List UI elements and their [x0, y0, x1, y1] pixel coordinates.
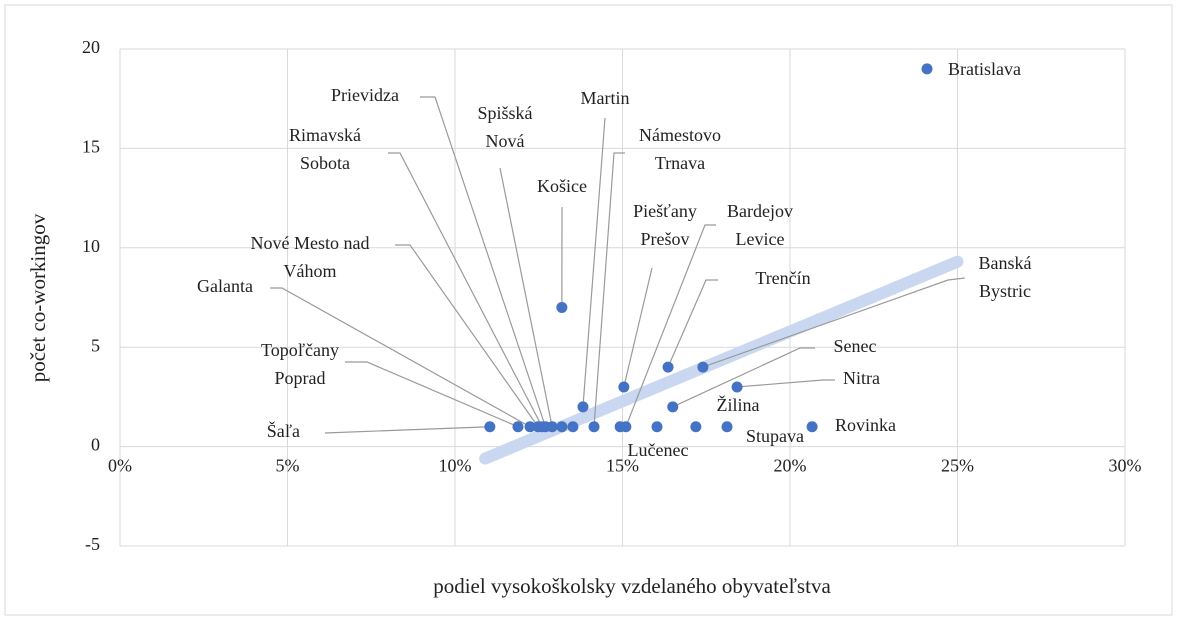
y-tick-label: 15: [82, 137, 100, 157]
data-label: Trenčín: [755, 268, 810, 288]
point: [667, 401, 679, 413]
leader-line: [672, 347, 815, 408]
leader-line: [625, 224, 716, 427]
data-label: Námestovo: [639, 125, 721, 145]
x-tick-label: 5%: [276, 456, 300, 476]
data-label: Rimavská: [289, 125, 361, 145]
data-label: Bardejov: [727, 201, 793, 221]
data-label: Martin: [581, 88, 630, 108]
chart-frame: [4, 4, 1173, 616]
data-label: Trnava: [655, 153, 705, 173]
x-tick-label: 10%: [439, 456, 472, 476]
y-tick-label: 5: [91, 335, 100, 355]
x-tick-label: 0%: [108, 456, 132, 476]
y-tick-label: 10: [82, 236, 100, 256]
data-label: Žilina: [717, 394, 760, 415]
point: [697, 361, 709, 373]
leader-line: [388, 152, 543, 427]
y-axis-title: počet co-workingov: [26, 213, 50, 382]
x-tick-label: 30%: [1109, 456, 1142, 476]
point: [546, 421, 558, 433]
y-tick-label: 0: [91, 435, 100, 455]
data-label: Prešov: [641, 229, 690, 249]
data-label: Nitra: [843, 368, 880, 388]
x-axis-title: podiel vysokoškolsky vzdelaného obyvateľ…: [433, 574, 831, 598]
y-tick-label: 20: [82, 37, 100, 57]
point: [556, 301, 568, 313]
leader-line: [420, 96, 547, 427]
point: [588, 421, 600, 433]
leader-line: [270, 287, 531, 428]
data-label: Šaľa: [267, 420, 300, 441]
data-label: Galanta: [197, 276, 253, 296]
point: [556, 421, 568, 433]
point: [614, 421, 626, 433]
data-label: Banská: [979, 253, 1032, 273]
leader-line: [667, 279, 718, 368]
leader-line: [593, 152, 625, 427]
data-label: Prievidza: [331, 85, 399, 105]
data-label: Rovinka: [835, 415, 896, 435]
point: [921, 63, 933, 75]
leader-line: [345, 361, 519, 428]
y-tick-label: -5: [85, 534, 100, 554]
point: [651, 421, 663, 433]
data-label: Nové Mesto nad: [251, 233, 370, 253]
leader-line: [499, 167, 553, 427]
point: [577, 401, 589, 413]
leader-line: [324, 426, 490, 434]
data-label: Levice: [736, 229, 785, 249]
x-tick-label: 25%: [941, 456, 974, 476]
data-label: Senec: [834, 336, 877, 356]
point: [618, 381, 630, 393]
data-label: Bratislava: [948, 59, 1021, 79]
point: [662, 361, 674, 373]
data-label: Nová: [486, 131, 525, 151]
leader-line: [737, 379, 835, 388]
leader-line: [395, 244, 539, 428]
point: [731, 381, 743, 393]
data-label: Bystric: [979, 281, 1031, 301]
data-label: Spišská: [477, 103, 532, 123]
point: [690, 421, 702, 433]
leader-line: [702, 277, 966, 368]
leader-line: [623, 267, 653, 388]
point: [806, 421, 818, 433]
x-tick-label: 20%: [774, 456, 807, 476]
data-label: Váhom: [284, 261, 337, 281]
data-label: Košice: [537, 176, 587, 196]
data-label: Sobota: [300, 153, 350, 173]
point: [567, 421, 579, 433]
data-label: Piešťany: [633, 201, 697, 221]
data-label: Lučenec: [628, 440, 689, 460]
leader-line: [582, 117, 606, 407]
data-label: Poprad: [275, 368, 326, 388]
point: [721, 421, 733, 433]
data-label: Stupava: [746, 426, 804, 446]
x-tick-label: 15%: [606, 456, 639, 476]
data-label: Topoľčany: [261, 340, 339, 360]
point: [484, 421, 496, 433]
point: [512, 421, 524, 433]
point: [524, 421, 536, 433]
